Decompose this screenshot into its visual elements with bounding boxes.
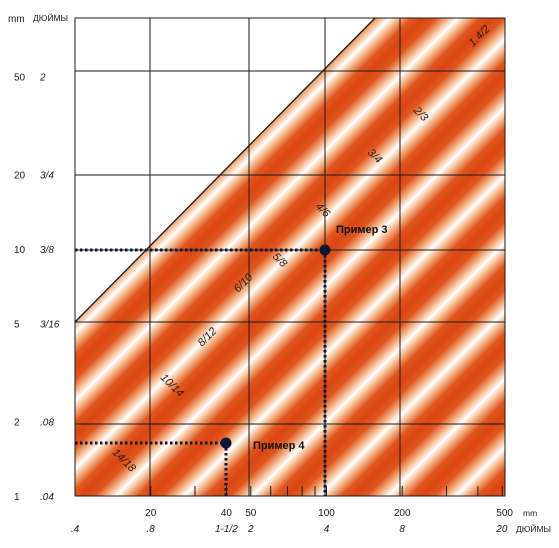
y-unit-inch: ДЮЙМЫ — [33, 12, 68, 23]
example-3: Пример 3 — [75, 224, 388, 496]
y-tick-label-mm: 10 — [14, 245, 26, 256]
y-tick-label-mm: 50 — [14, 72, 26, 83]
x-tick-label-mm: 200 — [394, 508, 411, 519]
x-tick-label-inch: .4 — [71, 524, 80, 535]
x-tick-label-mm: 40 — [221, 508, 233, 519]
example-3-label: Пример 3 — [336, 224, 388, 236]
y-tick-label-inch: 2 — [39, 72, 46, 83]
x-unit-inch: ДЮЙМЫ — [516, 523, 551, 534]
x-tick-labels: 20 40 50 100 200 500 .4 .8 1-1/2 2 4 8 20 — [71, 508, 514, 535]
y-tick-label-inch: .04 — [40, 492, 54, 503]
y-tick-label-inch: 3/16 — [40, 319, 60, 330]
example-4-point — [220, 437, 232, 449]
y-tick-label-mm: 20 — [14, 171, 26, 182]
y-axis: mm ДЮЙМЫ 1 .04 2 .08 5 3/16 10 3/8 20 3/4 50 2 — [8, 12, 68, 503]
x-tick-label-mm: 100 — [318, 508, 335, 519]
y-tick-label-mm: 5 — [14, 319, 20, 330]
y-tick-labels: 1 .04 2 .08 5 3/16 10 3/8 20 3/4 50 2 — [14, 72, 60, 503]
x-tick-label-inch: 20 — [495, 524, 508, 535]
y-tick-label-inch: 3/8 — [40, 245, 54, 256]
x-tick-label-mm: 500 — [496, 508, 513, 519]
y-tick-label-mm: 2 — [14, 418, 20, 429]
y-unit-mm: mm — [8, 14, 25, 25]
x-tick-label-inch: 4 — [324, 524, 330, 535]
plot-frame — [74, 17, 506, 497]
y-tick-label-mm: 1 — [14, 492, 20, 503]
example-4-label: Пример 4 — [253, 440, 305, 452]
example-3-point — [319, 244, 331, 256]
boundary-line — [74, 17, 376, 323]
x-tick-label-inch: 2 — [247, 524, 254, 535]
x-tick-label-inch: .8 — [147, 524, 156, 535]
y-tick-label-inch: 3/4 — [40, 171, 54, 182]
x-tick-label-inch: 1-1/2 — [215, 524, 238, 535]
y-tick-label-inch: .08 — [40, 418, 54, 429]
x-tick-label-mm: 20 — [145, 508, 157, 519]
example-4: Пример 4 — [75, 437, 305, 496]
x-minor-ticks — [150, 486, 503, 496]
gradient-region — [75, 18, 505, 496]
x-tick-label-inch: 8 — [399, 524, 405, 535]
x-unit-mm: mm — [523, 508, 537, 518]
x-tick-label-mm: 50 — [245, 508, 257, 519]
x-axis: 20 40 50 100 200 500 .4 .8 1-1/2 2 4 8 20 mm ДЮЙМЫ — [71, 508, 551, 535]
